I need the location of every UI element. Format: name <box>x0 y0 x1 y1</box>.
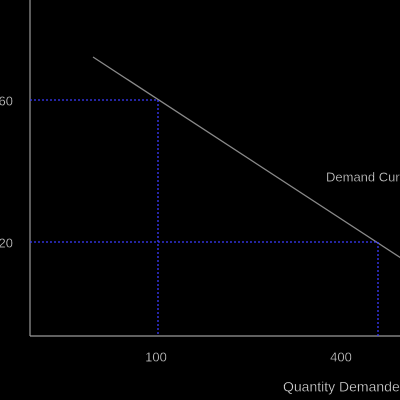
x-label: 400 <box>330 349 352 364</box>
y-label: 20 <box>0 235 13 250</box>
demand-curve <box>92 56 400 259</box>
curve-label: Demand Curve <box>326 169 400 184</box>
x-label: 100 <box>145 349 167 364</box>
y-label: 60 <box>0 93 13 108</box>
x-axis-title: Quantity Demanded <box>283 379 400 395</box>
